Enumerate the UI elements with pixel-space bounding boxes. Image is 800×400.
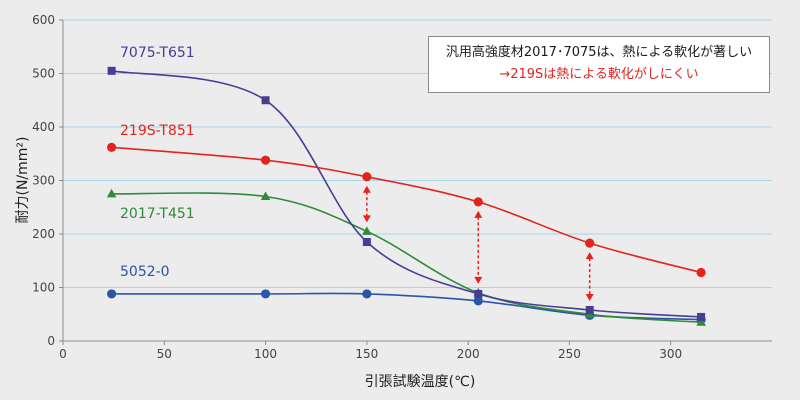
y-tick-label: 300 — [32, 174, 55, 188]
x-tick-label: 0 — [59, 347, 67, 361]
annotation-line-general-alloys: 汎用高強度材2017･7075は、熱による軟化が著しい — [445, 45, 753, 60]
x-tick-label: 50 — [157, 347, 172, 361]
comparison-arrow-head-top — [362, 185, 371, 193]
y-tick-label: 400 — [32, 120, 55, 134]
series-marker-layer — [106, 66, 706, 326]
series-219s-t851-point-1 — [260, 155, 271, 165]
series-2017-t451-point-1 — [260, 191, 271, 201]
series-2017-t451-line — [111, 192, 702, 324]
x-tick-label: 250 — [558, 347, 581, 361]
series-label-layer: 7075-T651 219S-T851 2017-T451 5052-0 — [120, 45, 195, 280]
series-7075-t651-point-1 — [261, 96, 270, 105]
series-219s-t851-point-4 — [585, 238, 595, 248]
series-219s-t851-point-3 — [473, 197, 483, 207]
comparison-arrow-head-top — [585, 252, 594, 260]
series-219s-t851-point-5 — [696, 267, 706, 278]
comparison-arrow-head-top — [474, 210, 483, 218]
tick-label-layer: 0 100 200 300 400 500 600 0 50 100 150 200 250 300 — [32, 13, 682, 361]
comparison-arrow-layer — [362, 185, 594, 301]
x-tick-label: 150 — [355, 347, 378, 361]
series-219s-t851-point-2 — [362, 172, 372, 182]
series-5052-0-label: 5052-0 — [120, 264, 170, 280]
series-line-layer — [111, 70, 702, 324]
comparison-arrow-head-bottom — [362, 215, 371, 223]
series-5052-0-point-1 — [260, 289, 271, 299]
series-7075-t651-point-0 — [107, 66, 116, 75]
series-5052-0-line — [111, 292, 702, 321]
annotation-box: 汎用高強度材2017･7075は、熱による軟化が著しい →219Sは熱による軟化… — [428, 36, 770, 93]
series-5052-0-point-3 — [473, 296, 483, 306]
y-tick-label: 200 — [32, 227, 55, 241]
annotation-line-219s: →219Sは熱による軟化がしにくい — [499, 67, 699, 82]
y-tick-label: 500 — [32, 67, 55, 81]
x-tick-label: 300 — [659, 347, 682, 361]
y-tick-label: 100 — [32, 281, 55, 295]
x-tick-label: 100 — [254, 347, 277, 361]
y-axis-label: 耐力(N/mm²) — [15, 136, 31, 223]
series-219s-t851-line — [111, 146, 702, 274]
x-axis-label: 引張試験温度(℃) — [365, 374, 476, 390]
series-7075-t651-point-3 — [474, 289, 483, 298]
series-219s-t851-point-0 — [107, 142, 117, 152]
series-2017-t451-label: 2017-T451 — [120, 206, 195, 222]
series-219s-t851-label: 219S-T851 — [120, 123, 195, 139]
series-2017-t451-point-2 — [362, 226, 372, 235]
x-tick-label: 200 — [457, 347, 480, 361]
grid-layer — [63, 19, 772, 288]
series-2017-t451-point-5 — [696, 317, 706, 326]
series-7075-t651-point-4 — [585, 305, 594, 314]
series-7075-t651-point-5 — [697, 312, 706, 321]
series-7075-t651-point-2 — [362, 238, 371, 247]
axis-layer — [59, 19, 772, 345]
y-tick-label: 600 — [32, 13, 55, 27]
series-5052-0-point-0 — [107, 289, 117, 299]
comparison-arrow-head-bottom — [474, 276, 483, 284]
y-tick-label: 0 — [47, 334, 55, 348]
comparison-arrow-head-bottom — [585, 293, 594, 301]
series-5052-0-point-2 — [362, 289, 372, 299]
series-7075-t651-label: 7075-T651 — [120, 45, 195, 61]
series-2017-t451-point-0 — [106, 188, 117, 198]
